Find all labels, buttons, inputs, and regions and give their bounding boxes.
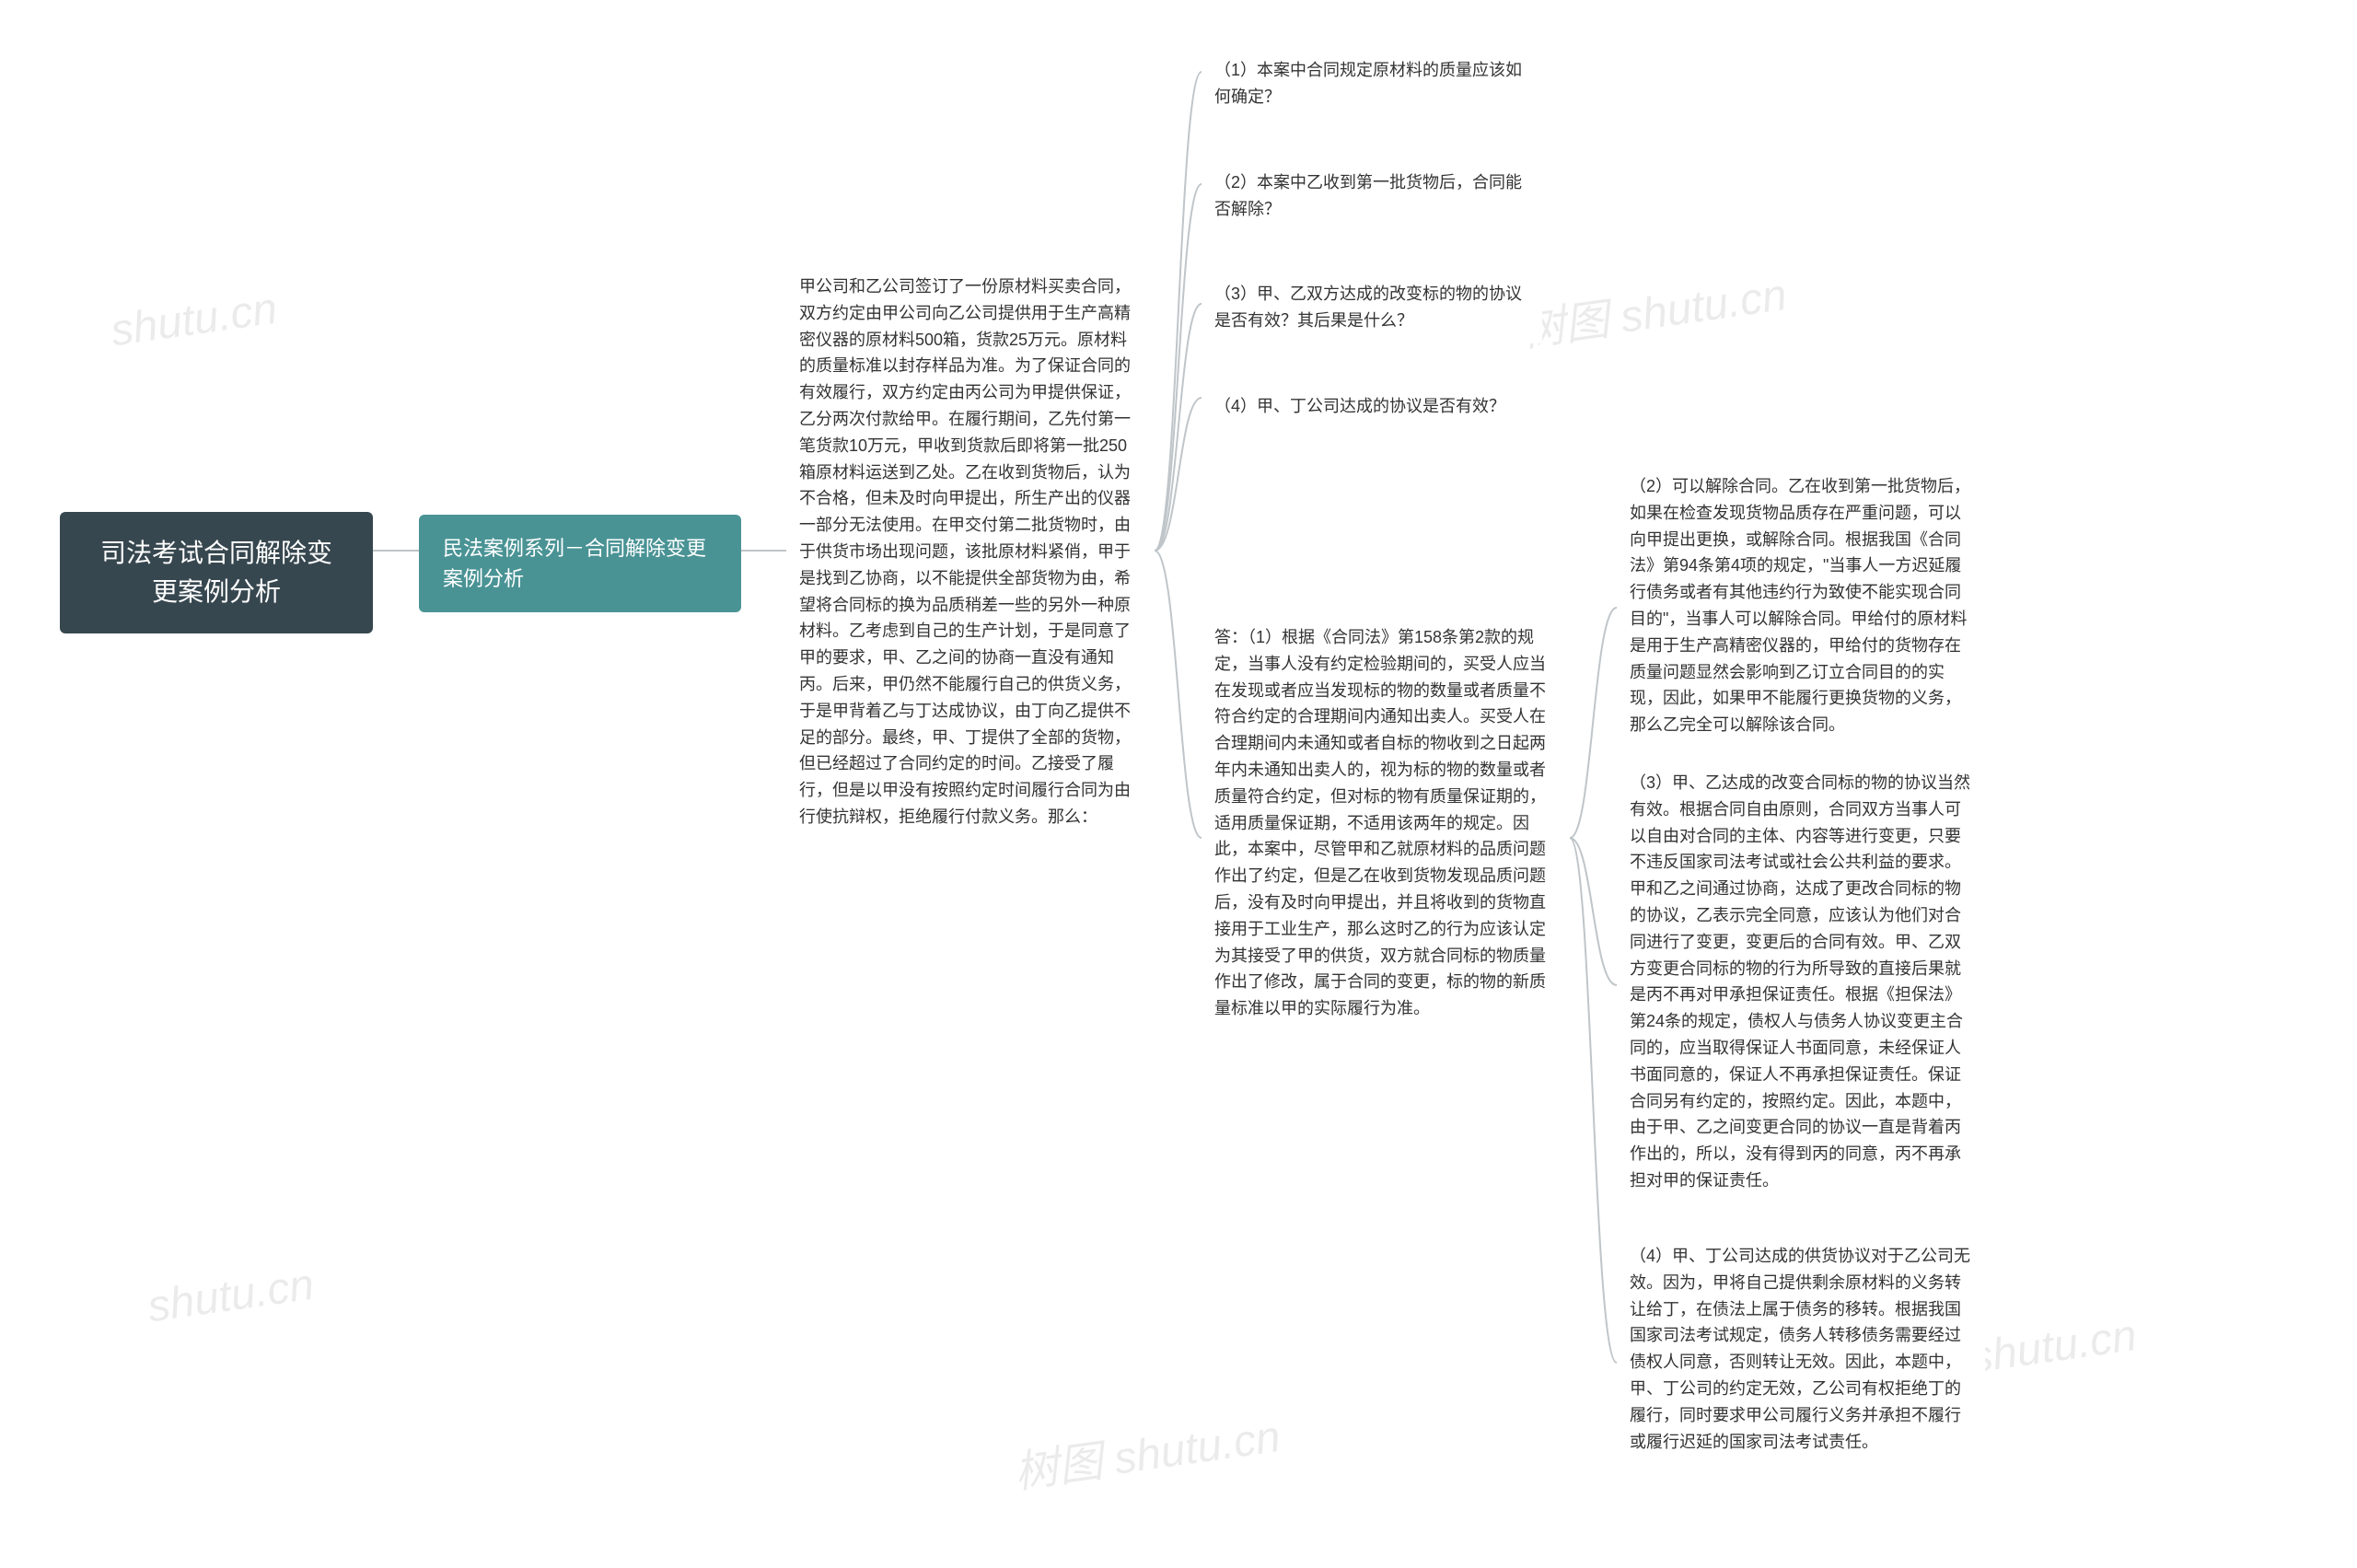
question-3-node[interactable]: （3）甲、乙双方达成的改变标的物的协议是否有效？其后果是什么？ — [1202, 272, 1542, 343]
answer-2-node[interactable]: （2）可以解除合同。乙在收到第一批货物后，如果在检查发现货物品质存在严重问题，可… — [1617, 464, 1985, 748]
case-text-node[interactable]: 甲公司和乙公司签订了一份原材料买卖合同，双方约定由甲公司向乙公司提供用于生产高精… — [786, 264, 1155, 840]
question-2-node[interactable]: （2）本案中乙收到第一批货物后，合同能否解除？ — [1202, 160, 1542, 232]
question-1-node[interactable]: （1）本案中合同规定原材料的质量应该如何确定？ — [1202, 48, 1542, 120]
root-node[interactable]: 司法考试合同解除变更案例分析 — [60, 512, 373, 633]
watermark: shutu.cn — [145, 1260, 317, 1333]
answer-1-node[interactable]: 答：（1）根据《合同法》第158条第2款的规定，当事人没有约定检验期间的，买受人… — [1202, 615, 1570, 1031]
watermark: shutu.cn — [108, 284, 280, 357]
answer-3-node[interactable]: （3）甲、乙达成的改变合同标的物的协议当然有效。根据合同自由原则，合同双方当事人… — [1617, 761, 1985, 1203]
connector-lines — [0, 0, 2357, 1568]
answer-4-node[interactable]: （4）甲、丁公司达成的供货协议对于乙公司无效。因为，甲将自己提供剩余原材料的义务… — [1617, 1234, 1985, 1464]
question-4-node[interactable]: （4）甲、丁公司达成的协议是否有效？ — [1202, 384, 1542, 429]
watermark: 树图 shutu.cn — [1516, 258, 1791, 359]
watermark: 树图 shutu.cn — [1010, 1400, 1284, 1501]
level1-node[interactable]: 民法案例系列－合同解除变更案例分析 — [419, 515, 741, 612]
